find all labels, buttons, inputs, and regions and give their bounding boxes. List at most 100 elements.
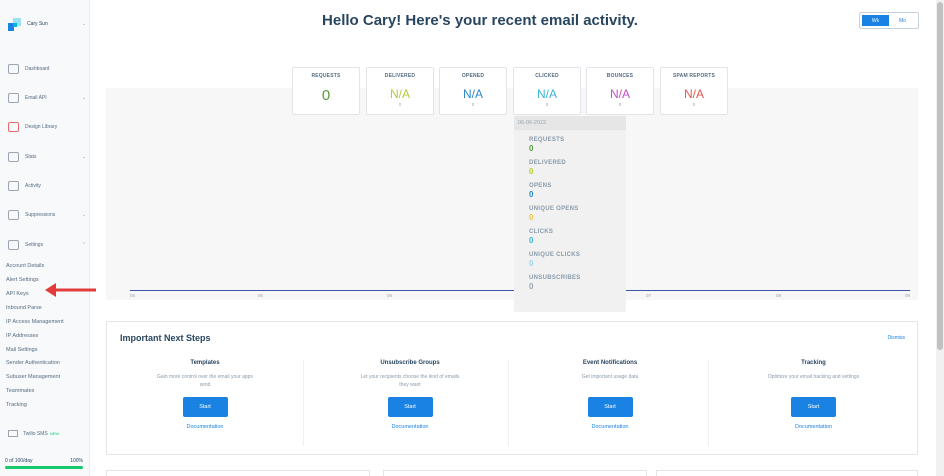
dismiss-link[interactable]: Dismiss [887,335,906,341]
settings-item-ip-access-management[interactable]: IP Access Management [6,319,64,325]
settings-item-subuser-management[interactable]: Subuser Management [6,374,61,380]
tooltip-value: 0 [529,213,534,222]
stat-subvalue: 0 [398,102,402,107]
account-name: Cary Sun [27,21,48,27]
page-scrollbar[interactable] [936,0,944,476]
stat-card-bounces[interactable]: BOUNCES N/A 0 [586,67,654,115]
tooltip-row: OPENS 0 [514,183,626,199]
bottom-card [383,470,647,476]
stat-card-requests[interactable]: REQUESTS 0 [292,67,360,115]
stat-value: N/A [389,87,410,101]
stat-subvalue: 0 [692,102,696,107]
stat-card-delivered[interactable]: DELIVERED N/A 0 [366,67,434,115]
x-tick: 07 [646,293,652,298]
new-badge: NEW [49,431,60,436]
nav-activity[interactable]: Activity [8,179,86,193]
tooltip-value: 0 [529,282,534,291]
stat-value: N/A [536,87,557,101]
stat-card-spam-reports[interactable]: SPAM REPORTS N/A 0 [660,67,728,115]
settings-item-account-details[interactable]: Account Details [6,263,45,269]
chevron-down-icon: ⌄ [81,95,86,101]
activity-icon [8,181,19,191]
usage-label: 0 of 100/day [5,458,33,464]
tooltip-label: REQUESTS [529,137,565,143]
x-tick: 08 [776,293,782,298]
sendgrid-logo-icon [8,17,21,31]
unsubscribe-groups-documentation-link[interactable]: Documentation [391,424,429,430]
next-steps-title: Important Next Steps [120,333,211,343]
tooltip-row: CLICKS 0 [514,229,626,245]
tooltip-label: CLICKS [529,229,554,235]
tooltip-value: 0 [529,144,534,153]
suppressions-icon [8,210,19,220]
step-description: Gain more control over the email your ap… [157,374,253,388]
twilio-sms-icon [8,430,18,437]
settings-item-mail-settings[interactable]: Mail Settings [6,347,38,353]
period-toggle[interactable]: Wk Mo [859,12,919,29]
usage-progress: 0 of 100/day 100% [5,458,83,469]
scrollbar-thumb[interactable] [937,2,943,350]
page-title: Hello Cary! Here's your recent email act… [322,12,638,29]
templates-start-button[interactable]: Start [182,397,228,417]
tooltip-row: UNSUBSCRIBES 0 [514,275,626,291]
step-title: Templates [190,360,220,366]
email-api-icon [8,93,19,103]
event-notifications-start-button[interactable]: Start [587,397,633,417]
x-tick: 09 [905,293,911,298]
usage-bar-fill [5,466,83,469]
settings-icon [8,240,19,250]
toggle-month[interactable]: Mo [899,17,906,24]
step-title: Tracking [801,360,826,366]
stat-value: 0 [321,87,331,104]
stat-value: N/A [462,87,483,101]
nav-design-library[interactable]: Design Library [8,120,86,134]
tooltip-value: 0 [529,259,534,268]
templates-documentation-link[interactable]: Documentation [186,424,224,430]
nav-label: Suppressions [25,212,56,218]
nav-twilio-sms[interactable]: Twilio SMS NEW [8,430,59,437]
nav-label: Stats [25,154,37,160]
step-tracking: Tracking Optimize your email tracking an… [715,360,912,446]
toggle-week[interactable]: Wk [862,15,889,26]
stat-card-clicked[interactable]: CLICKED N/A 0 [513,67,581,115]
stat-label: OPENED [461,73,485,79]
stat-label: DELIVERED [384,73,416,79]
tooltip-label: UNSUBSCRIBES [529,275,581,281]
design-library-icon [8,122,19,132]
chevron-down-icon: ⌄ [81,21,86,27]
tooltip-row: DELIVERED 0 [514,160,626,176]
tooltip-value: 0 [529,167,534,176]
step-templates: Templates Gain more control over the ema… [107,360,304,446]
settings-item-tracking[interactable]: Tracking [6,402,27,408]
main-content: Hello Cary! Here's your recent email act… [90,0,942,476]
settings-item-teammates[interactable]: Teammates [6,388,35,394]
stat-label: CLICKED [535,73,559,79]
unsubscribe-groups-start-button[interactable]: Start [387,397,433,417]
tracking-documentation-link[interactable]: Documentation [795,424,832,430]
nav-label: Settings [25,242,44,248]
settings-item-ip-addresses[interactable]: IP Addresses [6,333,39,339]
tooltip-row: UNIQUE OPENS 0 [514,206,626,222]
usage-bar [5,466,83,469]
account-switcher[interactable]: Cary Sun ⌄ [8,14,86,34]
event-notifications-documentation-link[interactable]: Documentation [591,424,629,430]
nav-suppressions[interactable]: Suppressions ⌄ [8,208,86,222]
nav-email-api[interactable]: Email API ⌄ [8,91,86,105]
nav-label: Dashboard [25,66,50,72]
stat-card-opened[interactable]: OPENED N/A 0 [439,67,507,115]
chevron-down-icon: ⌄ [81,154,86,160]
stat-label: BOUNCES [606,73,634,79]
settings-item-alert-settings[interactable]: Alert Settings [6,277,39,283]
settings-item-inbound-parse[interactable]: Inbound Parse [6,305,42,311]
tracking-start-button[interactable]: Start [791,397,836,417]
tooltip-row: REQUESTS 0 [514,137,626,153]
nav-dashboard[interactable]: Dashboard [8,62,86,76]
dashboard-icon [8,64,19,74]
bottom-card [656,470,918,476]
chevron-down-icon: ⌄ [81,212,86,218]
x-tick: 06 [387,293,393,298]
settings-item-api-keys[interactable]: API Keys [6,291,29,297]
nav-settings[interactable]: Settings ⌃ [8,238,86,252]
nav-stats[interactable]: Stats ⌄ [8,150,86,164]
settings-item-sender-authentication[interactable]: Sender Authentication [6,360,60,366]
